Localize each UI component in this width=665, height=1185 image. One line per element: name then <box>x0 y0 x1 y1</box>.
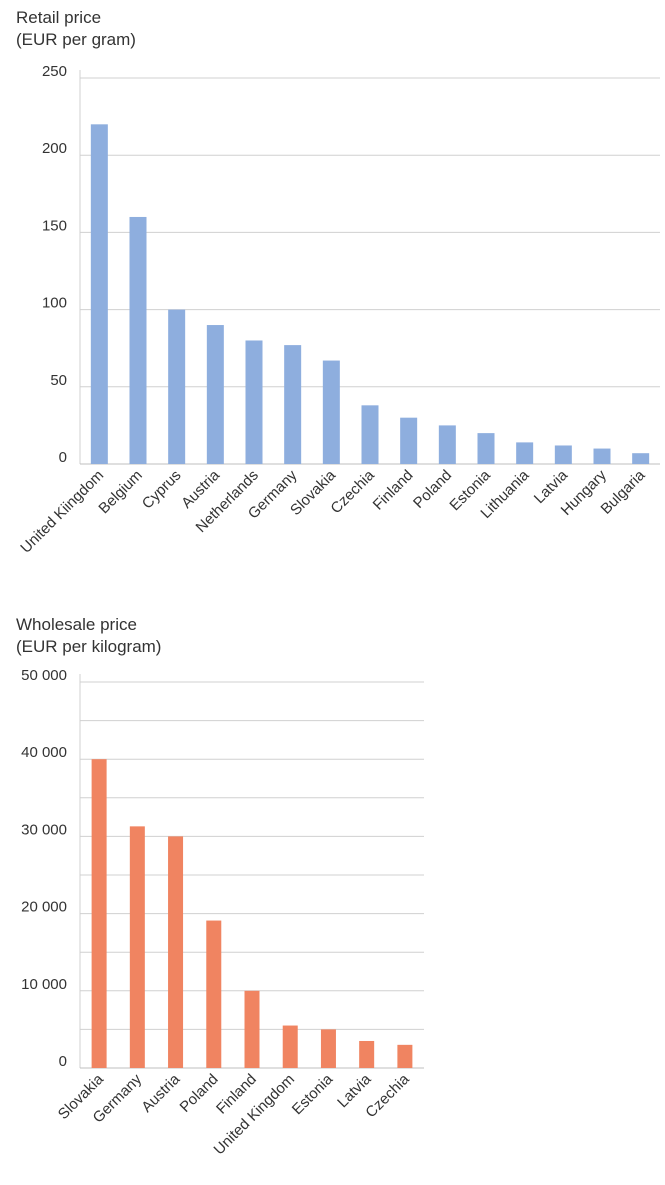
wholesale-bar <box>359 1041 374 1068</box>
retail-category-label: United Kiingdom <box>17 467 107 557</box>
wholesale-category-label: Estonia <box>289 1070 337 1118</box>
retail-bar <box>516 442 533 464</box>
wholesale-y-tick-label: 0 <box>59 1053 67 1070</box>
wholesale-category-label: Poland <box>177 1071 222 1116</box>
wholesale-y-tick-label: 30 000 <box>21 821 67 838</box>
retail-bar <box>594 449 611 464</box>
retail-category-label: Czechia <box>327 466 378 517</box>
retail-category-label: Cyprus <box>139 467 185 513</box>
retail-y-tick-label: 150 <box>42 217 67 234</box>
retail-bar <box>168 310 185 464</box>
retail-bar <box>478 433 495 464</box>
wholesale-y-tick-label: 40 000 <box>21 744 67 761</box>
retail-y-tick-label: 50 <box>50 372 67 389</box>
retail-bar <box>439 425 456 464</box>
wholesale-y-tick-label: 20 000 <box>21 899 67 916</box>
wholesale-bar <box>168 836 183 1068</box>
retail-bar <box>207 325 224 464</box>
wholesale-bar <box>397 1045 412 1068</box>
wholesale-category-label: Austria <box>138 1070 183 1115</box>
retail-category-label: Finland <box>370 467 417 514</box>
retail-price-chart: 0 50 100 150 200 250 United KiingdomBelgiumCyp… <box>0 0 665 600</box>
retail-bar <box>130 217 147 464</box>
retail-category-label: Belgium <box>95 467 145 517</box>
retail-bar <box>323 361 340 464</box>
retail-bar <box>246 340 263 464</box>
wholesale-bar <box>283 1026 298 1068</box>
retail-bar <box>362 405 379 464</box>
wholesale-bar <box>92 759 107 1068</box>
wholesale-category-label: Czechia <box>362 1070 413 1121</box>
wholesale-bar <box>245 991 260 1068</box>
retail-bar <box>284 345 301 464</box>
retail-y-tick-label: 250 <box>42 63 67 80</box>
wholesale-bar <box>321 1029 336 1068</box>
retail-bar <box>632 453 649 464</box>
retail-bar <box>555 445 572 464</box>
retail-bar <box>400 418 417 464</box>
retail-y-tick-label: 100 <box>42 295 67 312</box>
wholesale-bar <box>130 826 145 1068</box>
retail-bar <box>91 124 108 464</box>
retail-category-label: Bulgaria <box>598 466 649 517</box>
wholesale-bar <box>206 921 221 1068</box>
retail-y-tick-label: 0 <box>59 449 67 466</box>
wholesale-y-tick-label: 10 000 <box>21 976 67 993</box>
retail-y-tick-label: 200 <box>42 140 67 157</box>
wholesale-y-tick-label: 50 000 <box>21 667 67 684</box>
